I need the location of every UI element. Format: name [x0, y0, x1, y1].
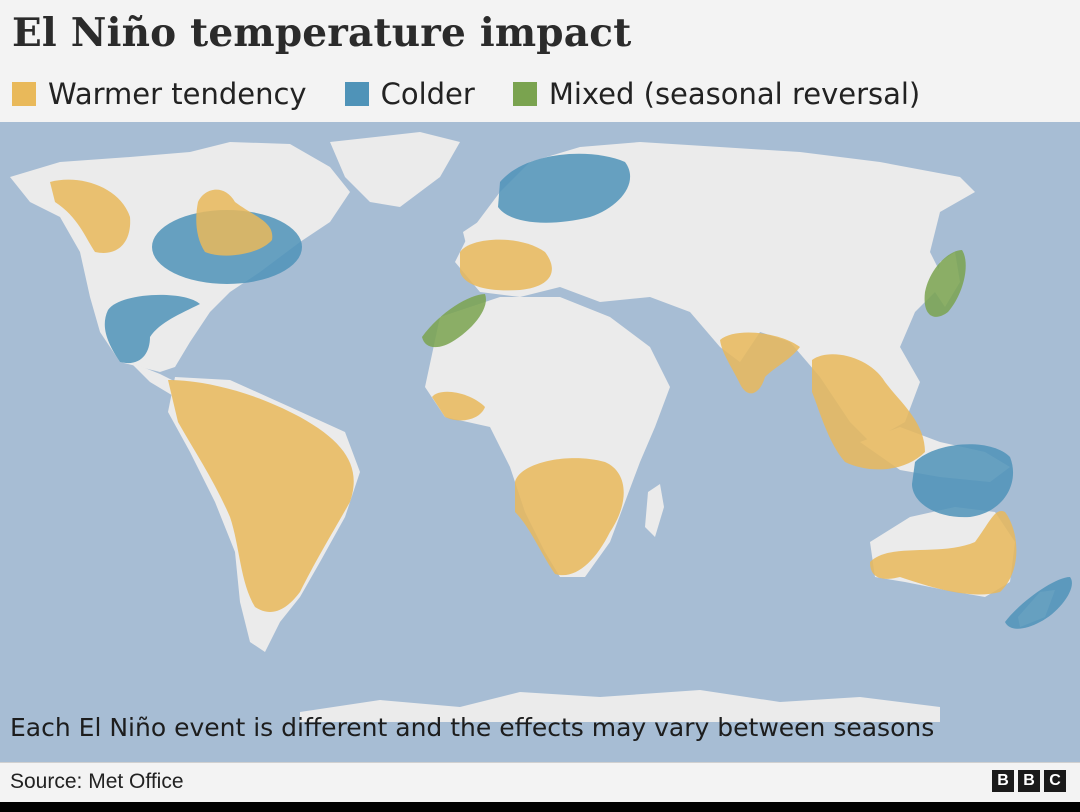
region-warmer-south-east-asia [812, 354, 925, 470]
mixed-swatch-icon [512, 82, 537, 106]
source-credit: Source: Met Office [10, 770, 184, 793]
region-colder-northern-europe [498, 153, 631, 223]
land-antarctica [300, 690, 940, 722]
legend-item-colder: Colder [344, 77, 475, 111]
legend-label-colder: Colder [380, 77, 475, 111]
region-mixed-japan [924, 250, 966, 317]
warmer-swatch-icon [12, 82, 36, 106]
chart-title: El Niño temperature impact [12, 10, 632, 56]
region-colder-indonesia [912, 444, 1014, 518]
region-warmer-australia [870, 511, 1017, 595]
region-warmer-western-europe [460, 239, 552, 291]
caption-note: Each El Niño event is different and the … [10, 713, 935, 742]
header: El Niño temperature impact Warmer tenden… [0, 0, 1080, 122]
region-warmer-western-canada [50, 179, 131, 253]
land-madagascar [645, 484, 664, 537]
bbc-logo-letter: B [1018, 770, 1040, 792]
land-greenland [330, 132, 460, 207]
legend-label-warmer: Warmer tendency [48, 77, 307, 111]
region-colder-gulf-mexico [104, 294, 200, 364]
bottom-border [0, 802, 1080, 812]
footer: Source: Met Office B B C [0, 762, 1080, 803]
colder-swatch-icon [344, 82, 369, 106]
world-map [0, 122, 1080, 762]
region-warmer-great-lakes [196, 189, 273, 256]
region-warmer-south-america [168, 380, 354, 612]
region-mixed-north-west-africa [422, 294, 486, 348]
bbc-logo: B B C [988, 770, 1066, 792]
region-warmer-west-africa [432, 391, 485, 421]
legend: Warmer tendency Colder Mixed (seasonal r… [12, 74, 958, 114]
legend-label-mixed: Mixed (seasonal reversal) [548, 77, 921, 111]
bbc-logo-letter: B [992, 770, 1014, 792]
region-warmer-india [720, 332, 800, 394]
region-warmer-southern-africa [515, 458, 624, 576]
legend-item-mixed: Mixed (seasonal reversal) [512, 77, 921, 111]
legend-item-warmer: Warmer tendency [12, 77, 307, 111]
region-colder-new-zealand [1005, 577, 1072, 629]
bbc-logo-letter: C [1044, 770, 1066, 792]
impact-regions [50, 153, 1072, 629]
